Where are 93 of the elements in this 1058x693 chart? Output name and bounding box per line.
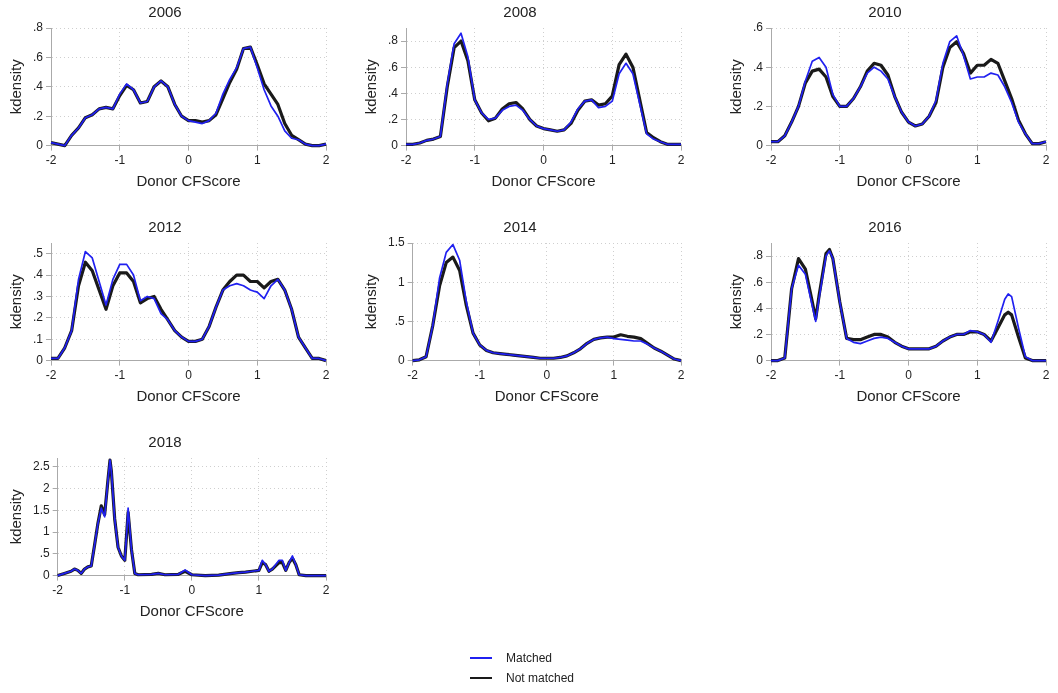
y-axis-title: kdensity xyxy=(362,273,380,330)
y-tick-label: .2 xyxy=(32,108,44,123)
y-tick-label: .6 xyxy=(752,20,764,35)
chart-title: 2014 xyxy=(503,218,537,236)
y-axis-title: kdensity xyxy=(7,58,25,115)
y-tick-label: .5 xyxy=(39,546,50,561)
y-tick-label: 0 xyxy=(391,137,399,152)
x-tick-label: 1 xyxy=(253,153,261,168)
y-tick-label: .4 xyxy=(752,59,764,74)
x-tick-label: 1 xyxy=(608,153,616,168)
x-axis-title: Donor CFScore xyxy=(494,387,599,405)
x-axis-title: Donor CFScore xyxy=(136,172,241,190)
x-tick-label: 0 xyxy=(188,583,196,598)
y-tick-label: .8 xyxy=(32,20,44,35)
y-tick-label: .6 xyxy=(752,274,764,289)
x-tick-label: -2 xyxy=(407,368,419,383)
x-tick-label: 0 xyxy=(185,368,193,383)
x-tick-label: -2 xyxy=(765,153,777,168)
x-tick-label: 1 xyxy=(253,368,261,383)
y-tick-label: .4 xyxy=(387,85,399,100)
y-axis-title: kdensity xyxy=(727,273,745,330)
x-tick-label: 1 xyxy=(255,583,263,598)
x-tick-label: -2 xyxy=(765,368,777,383)
x-tick-label: 0 xyxy=(905,368,913,383)
y-tick-label: 1.5 xyxy=(387,235,405,250)
x-tick-label: 2 xyxy=(677,153,685,168)
legend-label: Not matched xyxy=(506,671,575,685)
x-tick-label: 2 xyxy=(322,153,330,168)
y-tick-label: .4 xyxy=(752,300,764,315)
y-tick-label: .5 xyxy=(394,313,405,328)
y-tick-label: .3 xyxy=(32,288,44,303)
y-tick-label: .2 xyxy=(387,111,399,126)
x-tick-label: 0 xyxy=(540,153,548,168)
x-tick-label: -1 xyxy=(474,368,486,383)
x-tick-label: -1 xyxy=(119,583,131,598)
x-axis-title: Donor CFScore xyxy=(491,172,596,190)
y-tick-label: .6 xyxy=(387,59,399,74)
chart-title: 2012 xyxy=(148,218,182,236)
x-tick-label: -2 xyxy=(45,368,57,383)
y-axis-title: kdensity xyxy=(7,273,25,330)
y-tick-label: .2 xyxy=(752,98,764,113)
x-tick-label: 1 xyxy=(973,368,981,383)
x-tick-label: -1 xyxy=(834,368,846,383)
x-tick-label: 2 xyxy=(1042,368,1050,383)
y-tick-label: 1 xyxy=(397,274,405,289)
y-tick-label: 2.5 xyxy=(32,459,50,474)
x-tick-label: -2 xyxy=(45,153,57,168)
y-tick-label: .4 xyxy=(32,79,44,94)
x-tick-label: 2 xyxy=(322,583,330,598)
x-tick-label: 0 xyxy=(543,368,551,383)
x-tick-label: -1 xyxy=(834,153,846,168)
x-tick-label: -2 xyxy=(400,153,412,168)
y-tick-label: .4 xyxy=(32,267,44,282)
x-axis-title: Donor CFScore xyxy=(139,602,244,620)
y-tick-label: .6 xyxy=(32,49,44,64)
y-tick-label: 0 xyxy=(36,352,44,367)
legend-label: Matched xyxy=(506,651,553,665)
y-axis-title: kdensity xyxy=(7,488,25,545)
y-tick-label: 1 xyxy=(42,524,50,539)
x-axis-title: Donor CFScore xyxy=(136,387,241,405)
x-tick-label: -1 xyxy=(469,153,481,168)
y-axis-title: kdensity xyxy=(362,58,380,115)
y-tick-label: .2 xyxy=(32,310,44,325)
y-tick-label: 0 xyxy=(36,137,44,152)
y-axis-title: kdensity xyxy=(727,58,745,115)
x-tick-label: 2 xyxy=(322,368,330,383)
y-tick-label: .5 xyxy=(32,246,44,260)
y-tick-label: .8 xyxy=(387,33,399,48)
x-tick-label: 0 xyxy=(185,153,193,168)
x-tick-label: 0 xyxy=(905,153,913,168)
x-axis-title: Donor CFScore xyxy=(856,387,961,405)
chart-title: 2018 xyxy=(148,433,182,451)
x-tick-label: -1 xyxy=(114,153,126,168)
y-tick-label: 0 xyxy=(397,352,405,367)
chart-title: 2016 xyxy=(868,218,902,236)
y-tick-label: 0 xyxy=(756,137,764,152)
y-tick-label: 1.5 xyxy=(32,502,50,517)
x-tick-label: 1 xyxy=(610,368,618,383)
y-tick-label: .2 xyxy=(752,326,764,341)
x-tick-label: -1 xyxy=(114,368,126,383)
chart-title: 2010 xyxy=(868,3,902,21)
y-tick-label: .8 xyxy=(752,248,764,263)
y-tick-label: .1 xyxy=(32,331,44,346)
y-tick-label: 2 xyxy=(42,480,50,495)
x-tick-label: -2 xyxy=(52,583,64,598)
x-axis-title: Donor CFScore xyxy=(856,172,961,190)
y-tick-label: 0 xyxy=(756,352,764,367)
y-tick-label: 0 xyxy=(42,567,50,582)
x-tick-label: 2 xyxy=(1042,153,1050,168)
x-tick-label: 1 xyxy=(973,153,981,168)
chart-title: 2006 xyxy=(148,3,182,21)
x-tick-label: 2 xyxy=(677,368,685,383)
chart-title: 2008 xyxy=(503,3,537,21)
